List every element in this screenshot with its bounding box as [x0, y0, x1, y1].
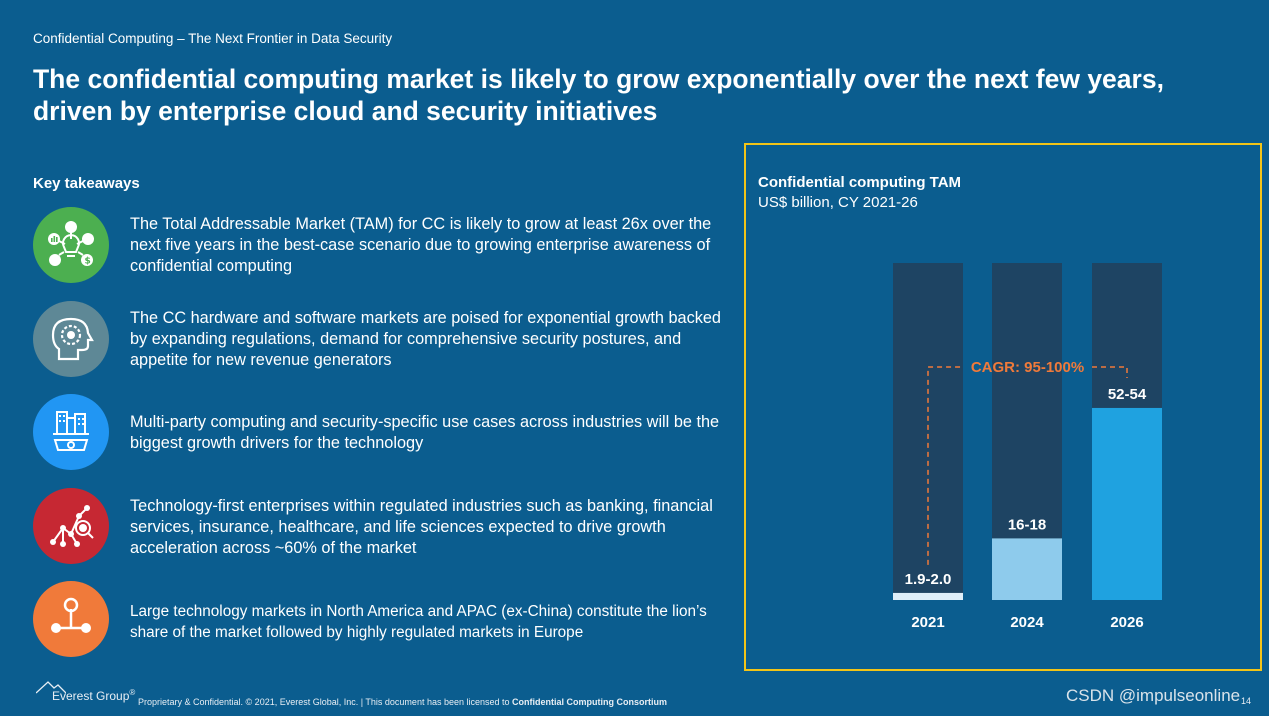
- hierarchy-network-icon: [33, 581, 109, 657]
- bar-2026: [1092, 407, 1162, 600]
- industry-gear-icon: [33, 394, 109, 470]
- bar-2024: [992, 538, 1062, 600]
- footer-notice: Proprietary & Confidential. © 2021, Ever…: [138, 697, 667, 707]
- takeaway-text: Multi-party computing and security-speci…: [130, 413, 720, 452]
- svg-text:$: $: [85, 257, 91, 267]
- deck-subtitle: Confidential Computing – The Next Fronti…: [33, 31, 393, 46]
- x-tick-label: 2026: [1110, 614, 1143, 631]
- chart-title: Confidential computing TAM: [758, 174, 962, 191]
- mountain-logo-icon: [36, 681, 66, 694]
- watermark: CSDN @impulseonline: [1066, 686, 1241, 705]
- slide-headline: The confidential computing market is lik…: [33, 64, 1164, 126]
- logo-text: Everest Group: [52, 689, 130, 703]
- footer-notice-text: Proprietary & Confidential. © 2021, Ever…: [138, 697, 513, 707]
- tam-chart-panel: Confidential computing TAM US$ billion, …: [744, 143, 1262, 671]
- tam-bar-chart: 1.9-2.0 16-18 52-54 2021 2024 2026 CAGR: 95-10…: [893, 263, 1162, 631]
- takeaway-text: The CC hardware and software markets are…: [130, 309, 721, 369]
- takeaway-text: The Total Addressable Market (TAM) for C…: [130, 215, 712, 275]
- key-takeaways-heading: Key takeaways: [33, 175, 140, 192]
- x-tick-label: 2021: [911, 614, 944, 631]
- bar-background: [893, 263, 963, 600]
- takeaway-text: Technology-first enterprises within regu…: [130, 497, 713, 557]
- brain-gear-icon: [33, 301, 109, 377]
- growth-bulb-icon: $: [33, 207, 109, 283]
- takeaway-text: Large technology markets in North Americ…: [130, 603, 707, 641]
- footer-licensee: Confidential Computing Consortium: [512, 697, 667, 707]
- cagr-bracket-left: [927, 366, 963, 565]
- chart-subtitle: US$ billion, CY 2021-26: [758, 194, 918, 211]
- network-search-icon: [33, 488, 109, 564]
- cagr-bracket-right: [1092, 366, 1128, 378]
- bar-value-label: 1.9-2.0: [905, 571, 952, 588]
- x-tick-label: 2024: [1010, 614, 1044, 631]
- bar-2021: [893, 592, 963, 600]
- logo-trademark: ®: [129, 688, 136, 697]
- bar-value-label: 52-54: [1108, 386, 1147, 403]
- cagr-annotation: CAGR: 95-100%: [971, 359, 1084, 376]
- page-number: 14: [1241, 696, 1252, 706]
- bar-value-label: 16-18: [1008, 516, 1046, 533]
